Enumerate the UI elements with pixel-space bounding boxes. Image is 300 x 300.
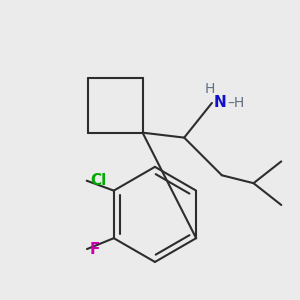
Text: F: F: [90, 242, 100, 256]
Text: N: N: [214, 95, 226, 110]
Text: Cl: Cl: [91, 173, 107, 188]
Text: H: H: [205, 82, 215, 96]
Text: –H: –H: [227, 96, 244, 110]
